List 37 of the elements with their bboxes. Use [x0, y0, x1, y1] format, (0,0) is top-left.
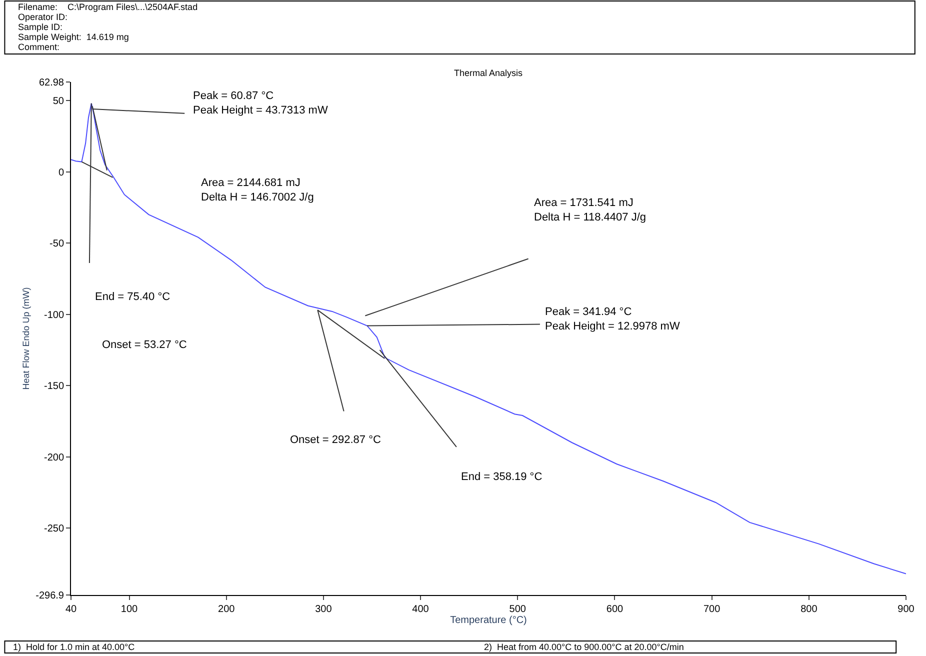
annotation: Peak = 341.94 °C Peak Height = 12.9978 mW — [545, 306, 680, 332]
y-tick-label: 0 — [58, 167, 64, 178]
annotation: Area = 1731.541 mJ Delta H = 118.4407 J/g — [534, 197, 646, 224]
text: Comment: — [18, 42, 60, 52]
x-tick-label: 900 — [898, 604, 915, 615]
annotation: End = 75.40 °C — [95, 291, 170, 303]
x-tick-label: 400 — [412, 604, 430, 615]
text: Sample ID: — [18, 22, 63, 32]
y-tick-label: -250 — [44, 524, 64, 535]
x-tick-label: 200 — [218, 604, 236, 615]
annotation: End = 358.19 °C — [461, 471, 542, 483]
text: Operator ID: — [18, 12, 68, 22]
x-tick-label: 100 — [120, 604, 138, 615]
x-axis-title: Temperature (°C) — [450, 615, 527, 626]
text: 2) Heat from 40.00°C to 900.00°C at 20.00°C/min — [484, 642, 684, 652]
annotation: Onset = 292.87 °C — [290, 434, 381, 446]
annotation: Area = 2144.681 mJ Delta H = 146.7002 J/g — [201, 177, 314, 204]
y-tick-label: -296.9 — [36, 590, 64, 602]
y-tick-label: -200 — [44, 452, 64, 464]
x-tick-label: 700 — [703, 604, 721, 615]
y-tick-label: 62.98 — [38, 78, 64, 88]
y-tick-label: -150 — [44, 381, 64, 392]
text: 1) Hold for 1.0 min at 40.00°C — [13, 642, 136, 652]
annotation: Peak = 60.87 °C Peak Height = 43.7313 mW — [193, 90, 328, 116]
y-tick-label: -100 — [44, 310, 64, 321]
y-tick-label: -50 — [50, 238, 64, 250]
y-axis-title: Heat Flow Endo Up (mW) — [20, 287, 31, 390]
x-tick-label: 800 — [800, 604, 818, 615]
annotation: Onset = 53.27 °C — [102, 339, 187, 351]
text: Filename: C:\Program Files\...\2504AF.stad — [18, 2, 198, 12]
x-tick-label: 300 — [315, 604, 332, 615]
text: Sample Weight: 14.619 mg — [18, 32, 129, 42]
chart-title: Thermal Analysis — [454, 68, 524, 78]
x-tick-label: 500 — [509, 604, 526, 615]
y-tick-label: 50 — [52, 96, 64, 107]
x-tick-label: 600 — [606, 604, 624, 615]
x-tick-label: 40 — [65, 604, 77, 615]
